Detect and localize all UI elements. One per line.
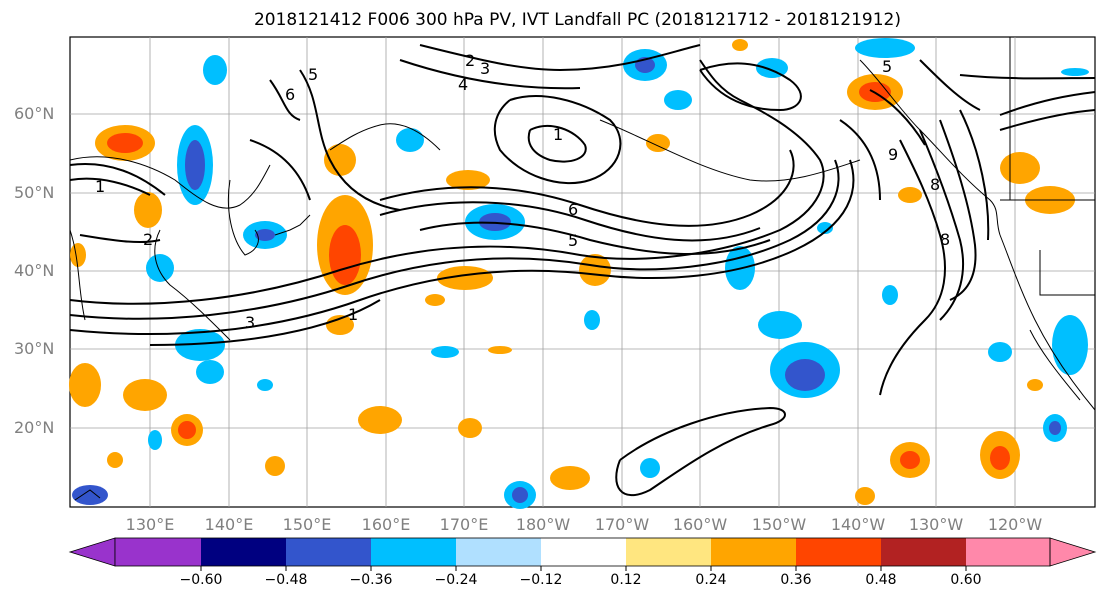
lon-label-150w: 150°W <box>751 515 807 534</box>
map-title: 2018121412 F006 300 hPa PV, IVT Landfall… <box>253 10 901 30</box>
colorbar-tick-label: 0.24 <box>695 572 727 588</box>
contour-label: 5 <box>882 57 892 76</box>
contour-label: 1 <box>95 177 105 196</box>
colorbar-tick-label: −0.36 <box>349 572 393 588</box>
contour-label: 5 <box>568 231 578 250</box>
colorbar-tick-label: −0.60 <box>179 572 223 588</box>
graticule <box>70 37 1095 507</box>
coastlines <box>69 37 1096 501</box>
colorbar-tick-label: −0.12 <box>519 572 563 588</box>
lon-label-170e: 170°E <box>439 515 489 534</box>
contour-label: 1 <box>348 305 358 324</box>
contour-label: 6 <box>285 85 295 104</box>
lon-label-180w: 180°W <box>515 515 571 534</box>
colorbar-tick-label: 0.48 <box>865 572 897 588</box>
contour-label: 4 <box>458 75 468 94</box>
contour-label: 8 <box>930 175 940 194</box>
pv-contours <box>69 44 1096 497</box>
contour-label: 3 <box>245 313 255 332</box>
colorbar-tick-label: 0.12 <box>610 572 642 588</box>
lon-label-130e: 130°E <box>125 515 175 534</box>
contour-label: 2 <box>465 51 475 70</box>
colorbar-tick-label: 0.36 <box>780 572 812 588</box>
contour-label: 8 <box>940 230 950 249</box>
contour-label: 3 <box>480 59 490 78</box>
contour-label: 6 <box>568 200 578 219</box>
lon-label-120w: 120°W <box>987 515 1043 534</box>
lon-label-160w: 160°W <box>672 515 728 534</box>
lat-label-50n: 50°N <box>14 183 55 202</box>
contour-label: 5 <box>308 65 318 84</box>
colorbar-tick-label: −0.48 <box>264 572 308 588</box>
lon-label-150e: 150°E <box>282 515 332 534</box>
colorbar <box>68 537 1097 571</box>
lat-label-40n: 40°N <box>14 261 55 280</box>
contour-label: 2 <box>143 230 153 249</box>
lon-label-140e: 140°E <box>204 515 254 534</box>
colorbar-tick-label: −0.24 <box>434 572 478 588</box>
lon-label-170w: 170°W <box>594 515 650 534</box>
lat-label-60n: 60°N <box>14 104 55 123</box>
contour-label: 9 <box>888 145 898 164</box>
colorbar-tick-label: 0.60 <box>950 572 982 588</box>
lon-label-130w: 130°W <box>908 515 964 534</box>
lon-label-140w: 140°W <box>830 515 886 534</box>
contour-label: 1 <box>553 125 563 144</box>
lat-label-30n: 30°N <box>14 339 55 358</box>
lat-label-20n: 20°N <box>14 418 55 437</box>
contour-labels: 1 2 3 4 5 6 8 1 2 3 5 6 1 8 9 5 <box>95 51 950 332</box>
lon-label-160e: 160°E <box>361 515 411 534</box>
